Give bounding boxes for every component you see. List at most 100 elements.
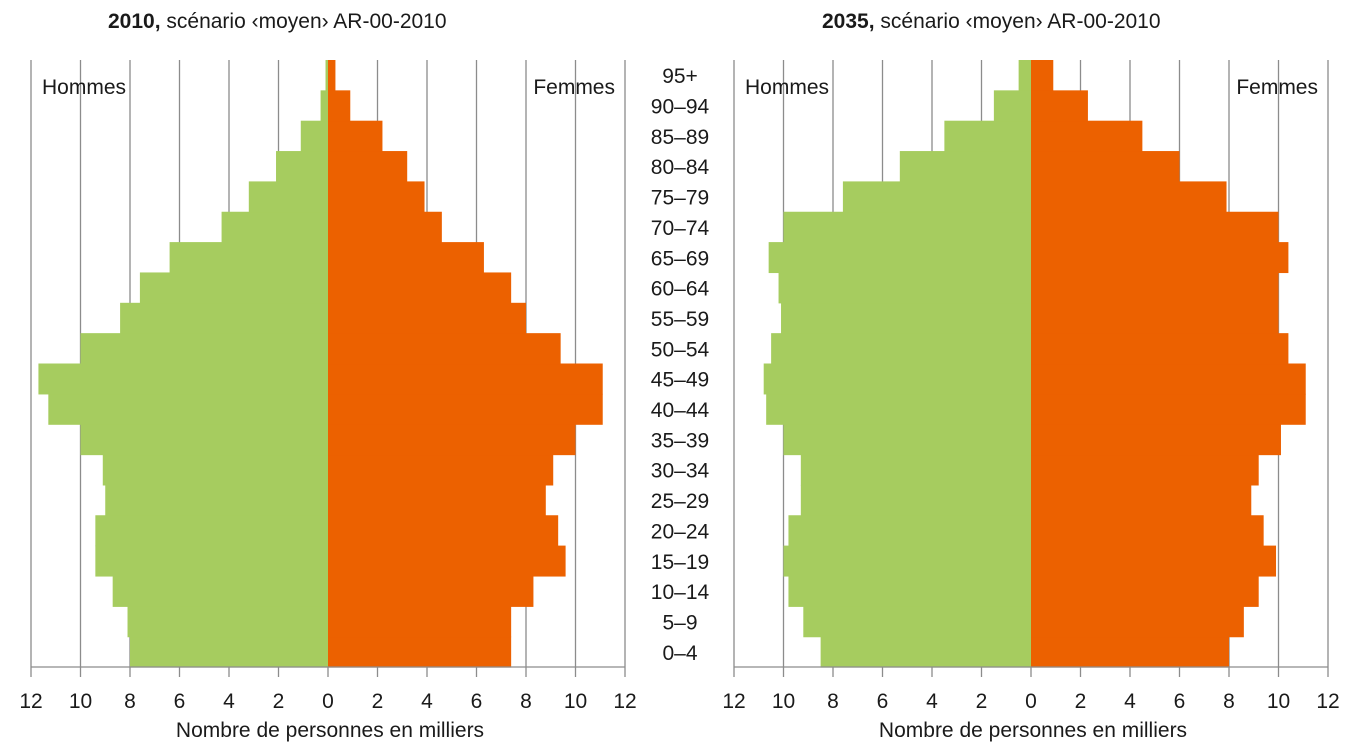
chart-title-subtitle: scénario ‹moyen› AR-00-2010 (874, 10, 1161, 33)
x-tick-label: 4 (926, 690, 938, 713)
bar-femmes-7 (1031, 424, 1281, 456)
bar-hommes-19 (1018, 60, 1031, 91)
bar-hommes-19 (325, 60, 328, 91)
bar-hommes-3 (783, 545, 1031, 577)
bar-hommes-11 (781, 302, 1031, 334)
bar-hommes-18 (320, 90, 328, 122)
x-tick-label: 4 (1124, 690, 1136, 713)
bar-hommes-16 (276, 151, 328, 182)
age-group-label: 30–34 (651, 460, 710, 483)
bar-femmes-5 (1031, 484, 1252, 516)
bar-hommes-2 (112, 575, 328, 607)
bar-femmes-1 (328, 606, 512, 638)
bar-femmes-18 (1031, 90, 1088, 122)
x-tick-label: 2 (372, 690, 384, 713)
x-tick-label: 0 (322, 690, 334, 713)
age-group-label: 40–44 (651, 399, 710, 422)
bar-femmes-10 (328, 333, 561, 365)
bar-hommes-4 (788, 515, 1031, 547)
chart-title-2010: 2010, scénario ‹moyen› AR-00-2010 (108, 10, 447, 34)
bar-femmes-16 (328, 151, 408, 182)
bar-hommes-15 (842, 181, 1031, 213)
age-group-label: 60–64 (651, 278, 710, 301)
x-tick-label: 6 (471, 690, 483, 713)
bar-hommes-0 (820, 636, 1031, 668)
bar-hommes-3 (95, 545, 328, 577)
bar-hommes-12 (778, 272, 1031, 304)
bar-hommes-8 (766, 393, 1031, 425)
bar-femmes-9 (1031, 363, 1306, 395)
bar-femmes-9 (328, 363, 603, 395)
bar-femmes-4 (1031, 515, 1264, 547)
age-group-label: 70–74 (651, 217, 710, 240)
x-tick-label: 10 (1267, 690, 1290, 713)
bar-hommes-11 (120, 302, 328, 334)
age-group-label: 15–19 (651, 551, 709, 574)
age-group-label: 35–39 (651, 429, 709, 452)
x-tick-label: 2 (1075, 690, 1087, 713)
bar-hommes-8 (48, 393, 328, 425)
x-tick-label: 10 (772, 690, 795, 713)
bar-femmes-14 (1031, 211, 1279, 243)
x-tick-label: 2 (976, 690, 988, 713)
x-tick-label: 12 (613, 690, 636, 713)
bar-hommes-5 (105, 484, 328, 516)
age-group-label: 90–94 (651, 96, 710, 119)
bar-femmes-17 (328, 120, 383, 152)
bar-femmes-2 (328, 575, 534, 607)
bar-femmes-14 (328, 211, 442, 243)
x-tick-label: 4 (421, 690, 433, 713)
x-tick-label: 8 (827, 690, 839, 713)
age-group-label: 10–14 (651, 581, 710, 604)
bar-femmes-8 (328, 393, 603, 425)
x-tick-label: 2 (273, 690, 285, 713)
x-tick-label: 10 (69, 690, 92, 713)
x-tick-label: 4 (223, 690, 235, 713)
x-tick-label: 12 (19, 690, 42, 713)
bar-hommes-6 (800, 454, 1031, 486)
x-tick-label: 6 (1174, 690, 1186, 713)
x-tick-label: 12 (722, 690, 745, 713)
bar-hommes-13 (169, 242, 328, 274)
bar-femmes-3 (328, 545, 566, 577)
x-tick-label: 6 (174, 690, 186, 713)
bar-femmes-6 (328, 454, 554, 486)
bar-femmes-6 (1031, 454, 1259, 486)
bar-hommes-7 (80, 424, 328, 456)
age-group-label: 75–79 (651, 187, 709, 210)
bar-femmes-19 (328, 60, 336, 91)
bar-hommes-6 (102, 454, 329, 486)
bar-femmes-2 (1031, 575, 1259, 607)
bar-hommes-2 (788, 575, 1031, 607)
age-group-label: 95+ (662, 65, 698, 88)
bar-femmes-0 (328, 636, 512, 668)
age-group-label: 85–89 (651, 126, 709, 149)
bar-hommes-15 (248, 181, 328, 213)
bar-femmes-4 (328, 515, 559, 547)
x-tick-label: 0 (1025, 690, 1037, 713)
bar-femmes-13 (328, 242, 484, 274)
bar-femmes-17 (1031, 120, 1143, 152)
age-group-label: 50–54 (651, 338, 710, 361)
age-group-label: 65–69 (651, 247, 709, 270)
x-tick-label: 10 (564, 690, 587, 713)
bar-hommes-1 (127, 606, 329, 638)
bar-femmes-0 (1031, 636, 1229, 668)
bar-hommes-0 (130, 636, 328, 668)
bar-femmes-11 (1031, 302, 1279, 334)
age-group-label: 0–4 (662, 642, 697, 665)
bar-hommes-17 (944, 120, 1031, 152)
bar-hommes-14 (783, 211, 1031, 243)
bar-hommes-14 (221, 211, 328, 243)
bar-femmes-15 (328, 181, 425, 213)
label-femmes: Femmes (1236, 76, 1318, 99)
x-tick-label: 8 (1223, 690, 1235, 713)
bar-femmes-12 (328, 272, 512, 304)
x-tick-label: 8 (520, 690, 532, 713)
age-group-label: 5–9 (662, 611, 697, 634)
bar-femmes-5 (328, 484, 546, 516)
chart-title-year: 2010, (108, 10, 161, 33)
bar-femmes-7 (328, 424, 576, 456)
bar-femmes-13 (1031, 242, 1289, 274)
